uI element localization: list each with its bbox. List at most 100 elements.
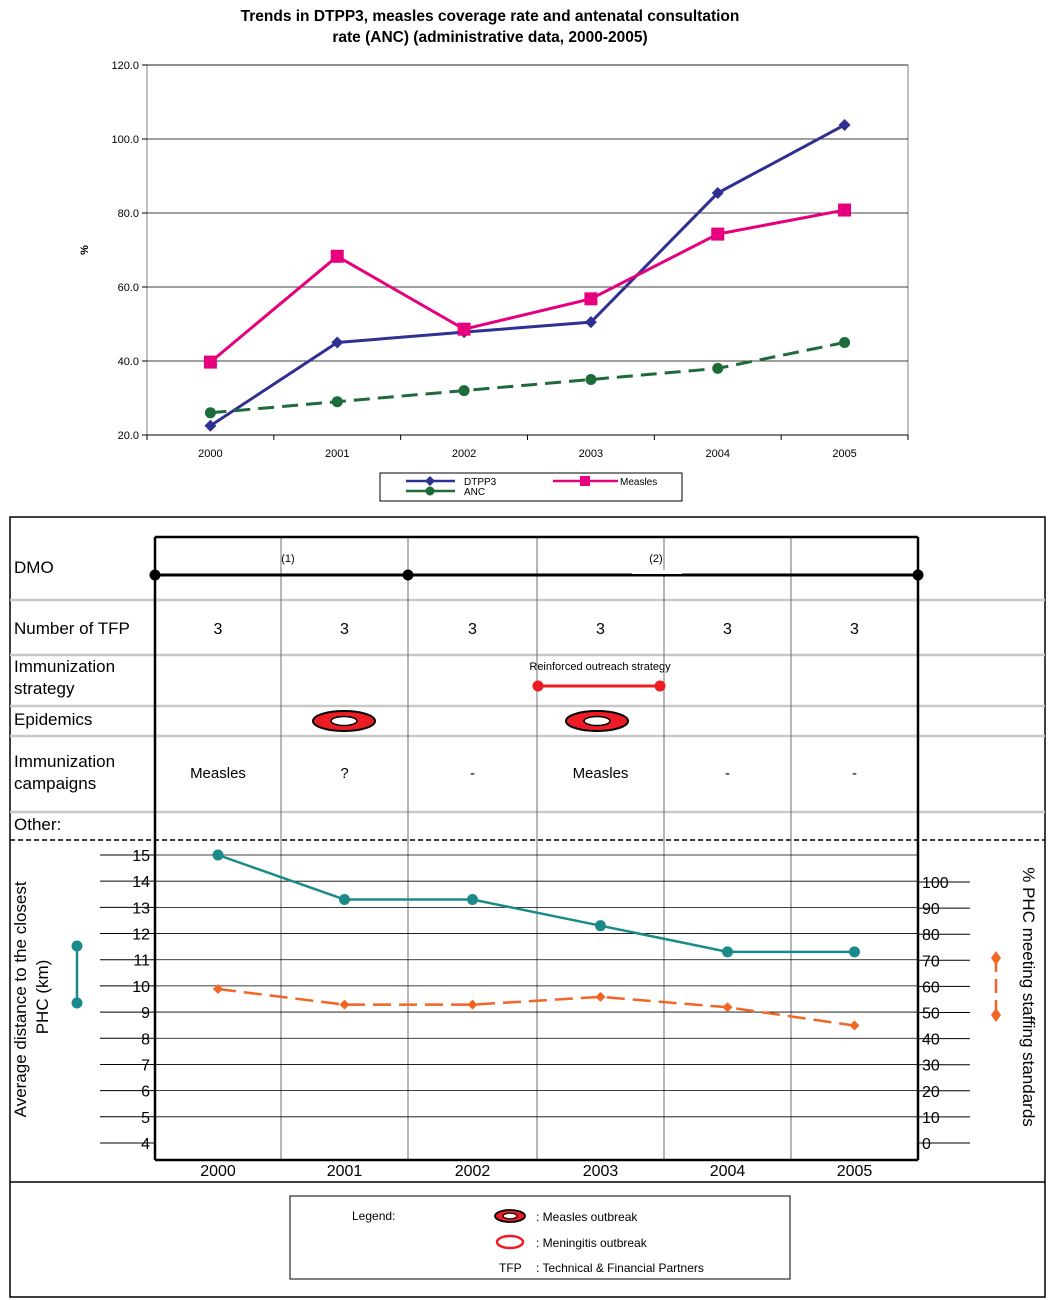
left-tick-label: 14 xyxy=(132,874,150,891)
point-anc xyxy=(712,362,724,374)
row-label-tfp: Number of TFP xyxy=(14,619,130,638)
legend-label-measles: Measles xyxy=(620,477,657,488)
left-axis-title-line-1: Average distance to the closest xyxy=(11,881,30,1117)
y-tick-label: 40.0 xyxy=(118,356,139,368)
row-label-campaigns: Immunization campaigns xyxy=(14,752,120,793)
left-axis-key-dot xyxy=(71,997,83,1009)
meningitis-outbreak-icon xyxy=(495,1234,525,1250)
series-line-measles xyxy=(209,208,845,364)
measles-outbreak-icon xyxy=(312,710,376,732)
tfp-value: 3 xyxy=(468,621,477,638)
point-dtpp3 xyxy=(331,336,344,349)
point-measles xyxy=(457,322,471,336)
outbreak-ring-inner xyxy=(583,715,611,727)
row-label-epidemics: Epidemics xyxy=(14,710,92,729)
series-line-distance xyxy=(217,853,855,954)
series-line-staffing xyxy=(217,987,855,1027)
x-tick-label: 2004 xyxy=(706,448,730,460)
left-axis-key xyxy=(71,940,83,1009)
tfp-value: 3 xyxy=(723,621,732,638)
point-staffing xyxy=(722,1002,733,1013)
measles-outbreak-icon xyxy=(565,710,629,732)
row-label-other: Other: xyxy=(14,815,61,834)
row-label-strategy-line-2: strategy xyxy=(14,679,75,698)
left-axis-key-dot xyxy=(71,940,83,952)
campaign-value: Measles xyxy=(573,765,629,782)
point-anc xyxy=(331,396,343,408)
tfp-values: 3 3 3 3 3 3 xyxy=(214,621,860,638)
chart-legend: DTPP3 Measles ANC xyxy=(379,472,683,502)
y-tick-label: 80.0 xyxy=(118,208,139,220)
dmo-timeline-middle-dot xyxy=(402,569,414,581)
x-tick-label: 2004 xyxy=(710,1163,746,1180)
legend-marker-anc xyxy=(425,486,435,496)
point-dtpp3 xyxy=(204,419,217,432)
left-tick-label: 13 xyxy=(132,900,150,917)
table-legend-title: Legend: xyxy=(352,1209,395,1223)
right-axis-key-diamond xyxy=(991,1008,1001,1022)
strategy-start-dot xyxy=(532,680,544,692)
left-axis-title-line-2: PHC (km) xyxy=(33,960,52,1035)
point-measles xyxy=(584,292,598,306)
coverage-line-chart: Trends in DTPP3, measles coverage rate a… xyxy=(79,8,909,502)
campaign-value: Measles xyxy=(190,765,246,782)
point-measles xyxy=(203,355,217,369)
row-label-strategy-line-1: Immunization xyxy=(14,657,115,676)
x-tick-label: 2002 xyxy=(455,1163,491,1180)
year-column-grid xyxy=(153,535,920,1160)
point-measles xyxy=(711,227,725,241)
campaign-values: Measles? - Measles - - xyxy=(190,765,857,782)
right-tick-label: 60 xyxy=(922,979,940,996)
point-dtpp3 xyxy=(711,187,724,200)
point-dtpp3 xyxy=(584,316,597,329)
left-axis-title: Average distance to the closest PHC (km) xyxy=(11,877,52,1118)
chart-title-line-1: Trends in DTPP3, measles coverage rate a… xyxy=(241,8,740,25)
legend-marker-dtpp3 xyxy=(425,476,435,486)
chart-title-line-2: rate (ANC) (administrative data, 2000-20… xyxy=(332,29,647,46)
x-tick-label: 2005 xyxy=(837,1163,873,1180)
legend-key-tfp: TFP xyxy=(499,1261,522,1275)
tfp-value: 3 xyxy=(214,621,223,638)
left-tick-label: 4 xyxy=(141,1136,150,1153)
right-tick-label: 20 xyxy=(922,1084,940,1101)
left-tick-label: 9 xyxy=(141,1005,150,1022)
row-label-campaigns-line-2: campaigns xyxy=(14,774,96,793)
table-legend-frame xyxy=(289,1195,791,1280)
dmo-timeline: (1) (2) xyxy=(149,553,924,581)
right-tick-label: 30 xyxy=(922,1058,940,1075)
row-separators xyxy=(10,598,1045,814)
point-distance xyxy=(722,946,733,958)
x-tick-label: 2001 xyxy=(325,448,349,460)
point-distance xyxy=(595,920,606,932)
x-tick-label: 2003 xyxy=(583,1163,619,1180)
legend-label-anc: ANC xyxy=(464,487,485,498)
left-tick-label: 11 xyxy=(133,953,150,970)
point-anc xyxy=(585,374,597,385)
strategy-label: Reinforced outreach strategy xyxy=(529,661,671,673)
left-tick-label: 10 xyxy=(132,979,150,996)
point-staffing xyxy=(849,1020,860,1031)
table-outer-frame xyxy=(9,516,1046,1298)
point-measles xyxy=(838,203,852,217)
right-tick-label: 90 xyxy=(922,901,940,918)
right-axis-key xyxy=(991,951,1001,1022)
point-measles xyxy=(330,249,344,263)
right-tick-label: 10 xyxy=(922,1110,940,1127)
legend-label-tfp: : Technical & Financial Partners xyxy=(536,1261,704,1275)
x-tick-label: 2002 xyxy=(452,448,476,460)
x-tick-label: 2000 xyxy=(200,1163,236,1180)
point-distance xyxy=(212,849,224,861)
campaign-value: - xyxy=(725,765,730,782)
row-label-strategy: Immunization strategy xyxy=(14,657,120,698)
right-tick-label: 70 xyxy=(922,953,940,970)
table-legend: Legend: : Measles outbreak : Meningitis … xyxy=(289,1195,791,1280)
left-tick-label: 15 xyxy=(132,848,150,865)
point-staffing xyxy=(213,984,223,995)
outbreak-ring xyxy=(495,1234,525,1250)
point-staffing xyxy=(467,999,478,1010)
dmo-timeline-end-dot xyxy=(912,569,924,581)
dmo-timeline-start-dot xyxy=(149,569,161,581)
y-tick-label: 100.0 xyxy=(111,134,139,146)
campaign-value: - xyxy=(470,765,475,782)
plot-frame xyxy=(146,64,909,436)
